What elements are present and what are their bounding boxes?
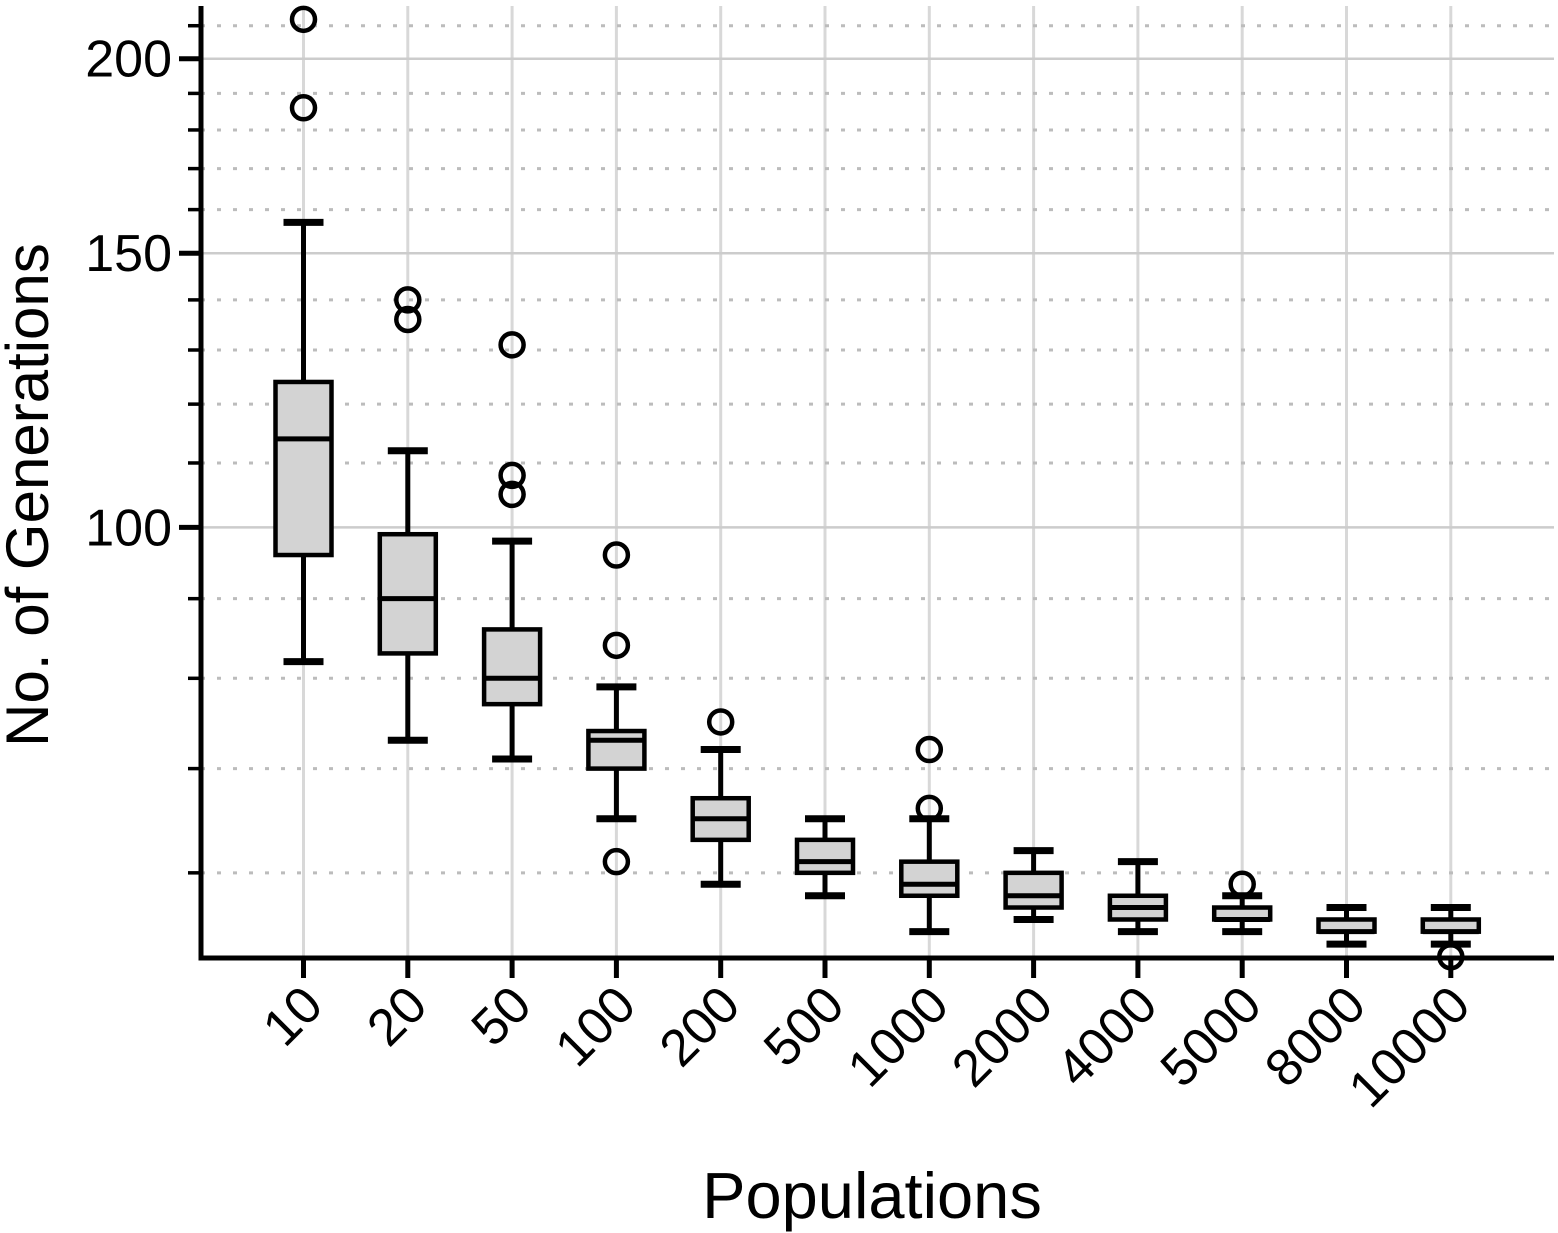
outlier-50-108 [498,461,526,490]
outlier-200-75 [706,708,735,736]
box-4000 [1107,858,1169,936]
x-tick-label-500: 500 [753,975,855,1077]
box-2000 [1003,847,1064,923]
iqr-box-10 [273,379,334,558]
outlier-markers [289,5,1465,971]
x-tick-label-20: 20 [356,975,438,1057]
outlier-100-84 [602,631,631,660]
box-1000 [899,815,960,936]
box-100 [586,683,647,823]
x-axis-title: Populations [702,1159,1042,1232]
outlier-50-105 [498,480,526,509]
axes-spines-ticks [179,6,1554,978]
y-tick-label-100: 100 [85,499,172,557]
iqr-box-50 [481,627,543,707]
x-tick-label-10000: 10000 [1338,975,1481,1118]
box-20 [377,447,439,744]
boxplot-series [273,218,1482,948]
x-tick-label-1000: 1000 [837,975,960,1098]
x-tick-label-5000: 5000 [1150,975,1273,1098]
outlier-5000-59 [1228,870,1256,898]
x-tick-label-50: 50 [461,975,543,1057]
x-tick-label-200: 200 [649,975,751,1077]
vertical-gridlines [302,6,1453,958]
outlier-50-131 [498,331,526,359]
outlier-10-186 [289,94,318,122]
iqr-box-2000 [1003,870,1064,910]
outlier-10-212 [289,5,318,34]
y-axis-title: No. of Generations [0,243,61,747]
outlier-100-61 [602,847,631,876]
y-tick-label-150: 150 [85,225,172,283]
box-8000 [1316,904,1377,948]
x-tick-label-10: 10 [252,975,334,1057]
box-10 [273,218,334,666]
y-tick-label-200: 200 [85,31,172,89]
x-tick-label-4000: 4000 [1046,975,1169,1098]
box-10000 [1420,904,1482,948]
outlier-1000-66 [915,794,944,823]
box-5000 [1211,892,1273,936]
outlier-10000-53 [1437,942,1465,971]
x-tick-label-100: 100 [545,975,647,1077]
y-tick-labels: 100 150 200 [85,31,172,558]
iqr-box-1000 [899,859,960,899]
iqr-box-500 [794,837,856,876]
outlier-100-96 [602,541,631,569]
iqr-box-100 [586,728,647,771]
iqr-box-20 [377,531,439,656]
box-50 [481,537,543,763]
box-200 [690,746,751,888]
outlier-20-136 [394,305,422,334]
x-tick-label-2000: 2000 [941,975,1064,1098]
outlier-20-140 [394,286,422,314]
outlier-1000-72 [915,735,944,764]
box-500 [794,815,856,900]
